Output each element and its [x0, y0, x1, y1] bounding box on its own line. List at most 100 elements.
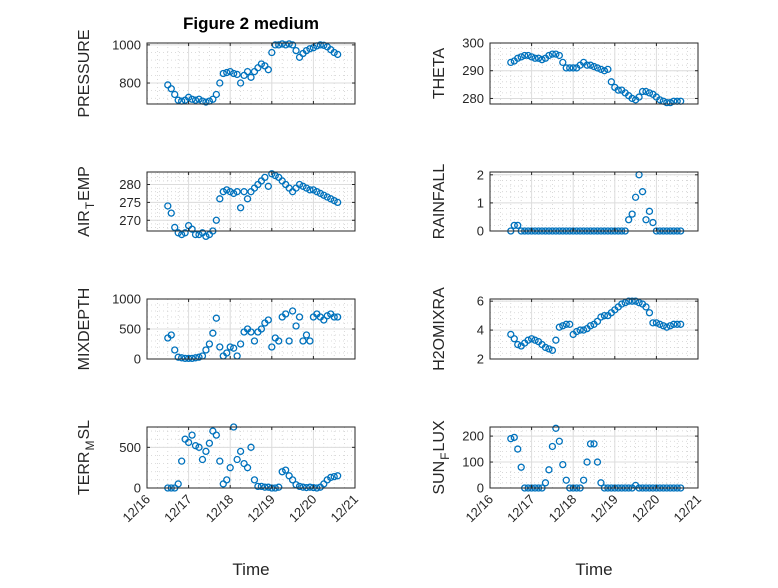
data-point	[268, 170, 276, 178]
y-tick-label: 270	[119, 213, 141, 228]
data-point	[541, 343, 550, 352]
data-point	[552, 50, 560, 58]
data-point	[645, 207, 654, 215]
data-point	[569, 64, 577, 72]
data-point	[230, 189, 238, 198]
data-point	[219, 69, 227, 78]
data-point	[645, 309, 654, 317]
data-point	[531, 336, 539, 344]
axes-background	[147, 172, 355, 231]
data-point	[268, 48, 276, 57]
data-point	[184, 354, 193, 363]
data-point	[659, 322, 667, 330]
data-point	[174, 96, 182, 104]
data-point	[548, 346, 557, 354]
data-point	[628, 297, 636, 305]
data-point	[517, 53, 525, 61]
data-point	[600, 311, 609, 320]
data-point	[618, 300, 626, 308]
y-label-text: SUN	[431, 461, 448, 495]
data-point	[586, 61, 595, 69]
data-point	[292, 322, 300, 330]
data-point	[614, 86, 622, 94]
data-point	[264, 66, 272, 74]
data-point	[666, 322, 674, 330]
data-point	[524, 51, 532, 60]
y-label-text: SL	[76, 420, 93, 440]
data-point	[327, 195, 335, 203]
data-point	[631, 297, 640, 305]
data-point	[559, 460, 567, 469]
data-point	[656, 320, 664, 328]
data-point	[638, 87, 647, 96]
data-point	[635, 93, 643, 101]
axes-box	[489, 42, 699, 105]
data-point	[205, 340, 214, 348]
data-point	[670, 320, 678, 328]
y-label-text: TERR	[76, 452, 93, 496]
y-tick-label: 2	[477, 352, 484, 367]
data-point	[247, 443, 255, 451]
data-point	[597, 65, 605, 73]
data-point	[541, 479, 550, 487]
y-axis-label: MIXDEPTH	[76, 288, 93, 371]
data-point	[313, 188, 321, 196]
data-point	[545, 466, 553, 474]
data-point	[250, 476, 259, 484]
data-point	[167, 331, 175, 339]
data-point	[188, 431, 196, 439]
data-point	[288, 41, 297, 49]
x-tick-label: 12/19	[587, 492, 621, 526]
data-point	[191, 354, 200, 362]
data-point	[254, 482, 262, 491]
data-point	[645, 89, 654, 97]
x-axis-label: Time	[232, 560, 269, 579]
data-point	[236, 204, 245, 212]
data-point	[212, 314, 220, 322]
data-point	[178, 457, 186, 465]
data-point	[195, 353, 203, 361]
y-axis-label: RAINFALL	[431, 164, 448, 240]
data-point	[247, 328, 255, 336]
data-point	[593, 64, 602, 72]
y-tick-label: 300	[462, 36, 484, 51]
y-label-text: RAINFALL	[431, 164, 448, 240]
data-point	[171, 346, 179, 354]
data-point	[628, 94, 636, 103]
data-point	[663, 98, 671, 107]
data-point	[184, 438, 193, 447]
y-axis-label: PRESSURE	[76, 29, 93, 117]
data-point	[320, 316, 328, 324]
y-tick-label: 200	[462, 429, 484, 444]
data-point	[275, 41, 283, 49]
data-point	[164, 202, 172, 210]
data-point	[510, 221, 518, 230]
data-point	[586, 440, 595, 448]
y-tick-label: 100	[462, 455, 484, 470]
data-point	[579, 476, 588, 484]
data-point	[527, 53, 536, 61]
data-point	[278, 468, 286, 476]
data-point	[593, 317, 602, 326]
data-point	[278, 40, 286, 48]
data-point	[236, 447, 245, 456]
data-point	[555, 437, 563, 445]
data-point	[514, 54, 522, 62]
data-point	[555, 323, 563, 331]
y-axis-label: THETA	[431, 48, 448, 100]
axes-box	[489, 426, 699, 489]
data-point	[334, 313, 342, 321]
y-tick-label: 2	[477, 167, 484, 182]
figure-title: Figure 2 medium	[183, 14, 319, 33]
y-label-text: AIR	[76, 210, 93, 237]
data-point	[628, 210, 636, 218]
data-point	[507, 330, 515, 339]
data-point	[202, 346, 210, 354]
data-point	[223, 349, 231, 357]
data-point	[285, 337, 293, 345]
data-point	[316, 41, 324, 49]
data-point	[590, 440, 598, 448]
data-point	[545, 51, 553, 60]
